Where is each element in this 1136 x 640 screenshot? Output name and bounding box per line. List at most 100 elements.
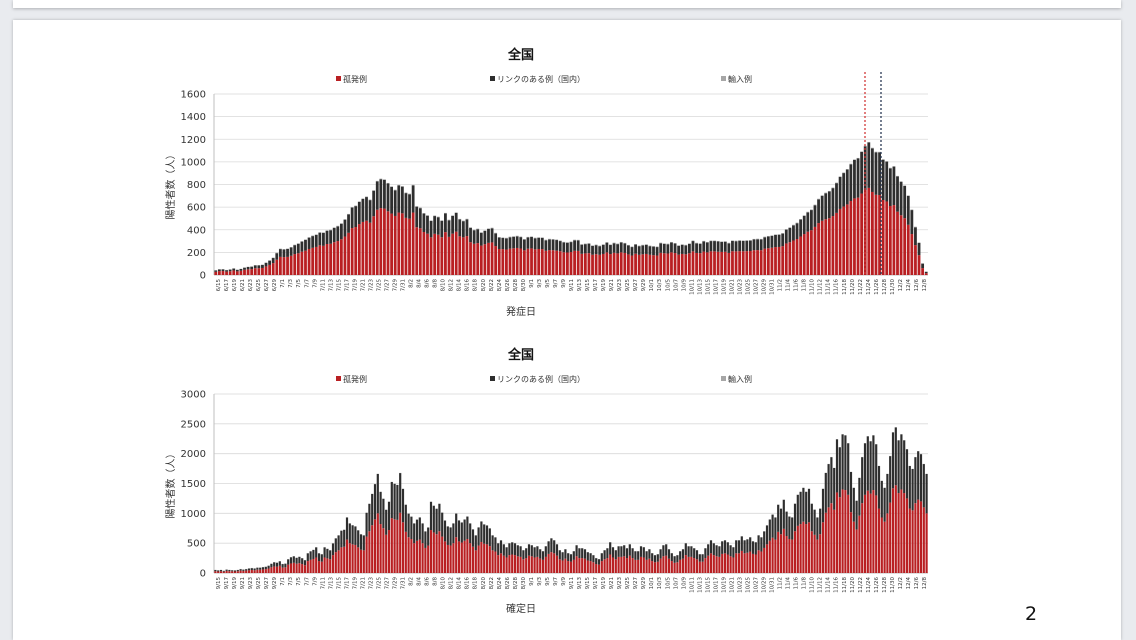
bar-segment [232,270,236,275]
bar-segment [718,556,721,573]
bar-segment [587,253,591,275]
bar-segment [253,268,257,275]
bar-segment [494,246,498,275]
bar-segment [670,241,673,243]
bar-segment [578,548,581,559]
bar-segment [734,251,738,275]
bar-segment [387,501,391,531]
bar-segment [782,528,785,573]
x-tick-label: 11/10 [810,577,816,593]
bar-segment [217,271,221,275]
bar-segment [824,192,828,194]
bar-segment [397,184,401,186]
bar-segment [282,249,286,258]
bar-segment [440,220,444,238]
bar-segment [376,473,379,514]
bar-segment [516,556,519,573]
bar-segment [558,251,562,275]
bar-segment [214,271,218,275]
bar-segment [592,555,595,563]
bar-segment [444,213,447,233]
x-tick-label: 10/25 [745,577,751,593]
bar-segment [452,523,455,544]
x-tick-label: 10/13 [697,577,703,593]
bar-segment [754,542,757,555]
bar-segment [350,228,354,275]
bar-segment [795,239,799,275]
bar-segment [914,227,917,246]
bar-segment [600,553,603,562]
bar-segment [656,554,659,562]
bar-segment [609,542,612,555]
bar-segment [544,240,548,251]
bar-segment [551,239,555,240]
bar-segment [830,457,833,504]
bar-segment [813,204,817,206]
y-tick-label: 400 [187,225,206,236]
x-tick-label: 10/7 [673,279,679,292]
bar-segment [541,559,545,573]
bar-segment [817,223,820,275]
bar-segment [870,147,874,149]
bar-segment [676,562,679,573]
bar-segment [231,571,234,573]
bar-segment [872,490,875,573]
bar-segment [410,538,413,573]
bar-segment [606,558,609,573]
bar-segment [421,523,424,544]
bar-segment [655,247,659,256]
bar-segment [721,541,724,554]
x-tick-label: 7/21 [360,279,366,291]
bar-segment [337,535,340,551]
bar-segment [619,242,623,253]
bar-segment [340,530,343,548]
bar-segment [677,245,681,255]
bar-segment [681,549,685,559]
bar-segment [860,193,864,275]
legend-swatch [721,376,726,381]
bar-segment [441,512,444,537]
bar-segment [816,517,819,540]
bar-segment [924,273,928,275]
bar-segment [548,239,551,251]
bar-segment [587,243,591,244]
bar-segment [296,243,300,244]
legend-label: リンクのある例（国内） [497,74,585,84]
bar-segment [465,218,469,220]
bar-segment [476,243,480,275]
bar-segment [278,561,281,566]
bar-segment [856,158,860,198]
bar-segment [573,239,576,241]
bar-segment [494,233,498,247]
bar-segment [838,208,842,275]
bar-segment [617,546,620,557]
y-tick-label: 0 [200,569,206,580]
bar-segment [497,543,500,556]
legend-label: 孤発例 [343,374,367,384]
bar-segment [785,536,788,573]
bar-segment [214,571,217,573]
bar-segment [350,207,354,229]
bar-segment [845,204,849,275]
bar-segment [444,232,447,275]
bar-segment [432,505,435,533]
bar-segment [820,195,824,221]
bar-segment [690,546,693,557]
bar-segment [872,435,875,491]
bar-segment [774,517,777,540]
bar-segment [562,241,566,243]
bar-segment [499,540,503,554]
bar-segment [372,190,376,217]
bar-segment [271,258,275,264]
x-tick-label: 9/15 [585,577,591,590]
bar-segment [393,190,397,216]
bar-segment [232,268,236,271]
x-tick-label: 9/11 [569,279,575,291]
y-axis-title: 陽性者数（人） [164,150,177,220]
x-tick-label: 6/25 [256,279,262,292]
x-tick-label: 7/29 [393,279,399,292]
bar-segment [293,245,297,255]
bar-segment [487,228,490,243]
bar-segment [422,213,426,214]
bar-segment [749,251,752,275]
